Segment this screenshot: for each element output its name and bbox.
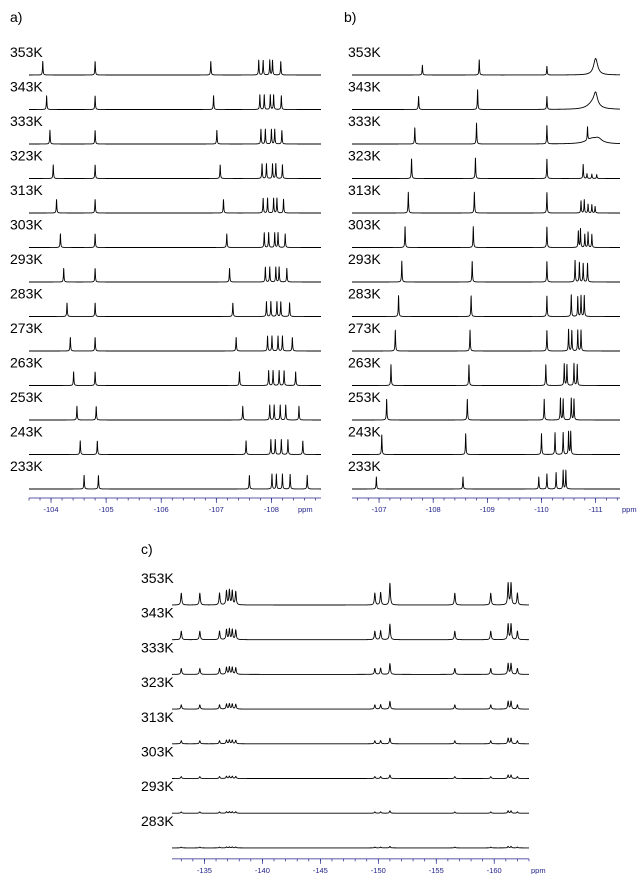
temperature-label: 253K [10,389,43,405]
x-tick-label: -107 [209,505,224,514]
spectrum-trace-293K [351,259,621,283]
temperature-label: 313K [348,182,381,198]
x-axis-unit-label: ppm [298,505,313,514]
temperature-label: 263K [348,355,381,371]
spectrum-trace-273K [28,335,322,352]
spectrum-trace-313K [28,197,322,214]
spectrum-trace-233K [351,469,621,490]
temperature-label: 343K [348,79,381,95]
spectrum-trace-263K [351,362,621,386]
temperature-label: 303K [141,744,174,760]
spectrum-trace-333K [351,122,621,145]
spectrum-trace-293K [28,266,322,283]
temperature-label: 263K [10,355,43,371]
spectrum-trace-333K [28,128,322,145]
temperature-label: 283K [348,286,381,302]
spectra-panel-b: 353K 343K 333K 323K 313K 303K 293K 283K 273K 263K… [348,44,637,514]
panel-a-label: a) [10,9,22,25]
temperature-label: 303K [348,217,381,233]
x-tick-label: -110 [534,505,548,514]
temperature-label: 283K [10,286,43,302]
x-tick-label: -111 [589,505,603,514]
temperature-label: 233K [348,458,381,474]
spectrum-trace-303K [28,231,322,248]
spectra-panel-a: 353K 343K 333K 323K 313K 303K 293K 283K 273K 263K… [10,44,322,514]
temperature-label: 313K [141,709,174,725]
x-tick-label: -145 [313,866,328,874]
spectrum-trace-323K [351,157,621,179]
temperature-label: 293K [141,778,174,794]
temperature-label: 253K [348,389,381,405]
temperature-label: 293K [348,251,381,267]
x-tick-label: -109 [480,505,495,514]
x-tick-label: -107 [372,505,387,514]
temperature-label: 243K [348,424,381,440]
x-tick-label: -155 [429,866,444,874]
spectrum-trace-243K [351,430,621,455]
temperature-label: 353K [348,44,381,60]
spectrum-trace-353K [28,59,322,76]
x-tick-label: -140 [255,866,270,874]
spectrum-trace-353K [171,581,530,606]
spectrum-trace-343K [171,622,530,641]
spectrum-trace-253K [28,404,322,421]
x-tick-label: -105 [99,505,114,514]
x-tick-label: -108 [264,505,279,514]
temperature-label: 243K [10,424,43,440]
temperature-label: 283K [141,813,174,829]
spectrum-trace-323K [28,163,322,179]
spectrum-trace-303K [351,226,621,248]
x-tick-label: -150 [371,866,386,874]
temperature-label: 323K [10,148,43,164]
temperature-label: 303K [10,217,43,233]
temperature-label: 293K [10,251,43,267]
temperature-label: 343K [10,79,43,95]
temperature-label: 343K [141,605,174,621]
spectrum-trace-303K [171,774,530,779]
spectrum-trace-293K [171,810,530,814]
spectrum-trace-243K [28,438,322,455]
spectrum-trace-283K [351,294,621,317]
temperature-label: 353K [10,44,43,60]
x-tick-label: -108 [426,505,441,514]
spectrum-trace-313K [171,737,530,745]
spectra-panel-c: 353K 343K 333K 323K 313K 303K 293K 283K -135 -140… [141,570,546,874]
spectrum-trace-273K [351,328,621,352]
x-tick-label: -135 [197,866,212,874]
x-tick-label: -106 [154,505,169,514]
temperature-label: 323K [141,674,174,690]
temperature-label: 233K [10,458,43,474]
temperature-label: 323K [348,148,381,164]
panel-c-label: c) [141,541,153,557]
spectrum-trace-283K [171,845,530,849]
temperature-label: 313K [10,182,43,198]
temperature-label: 333K [10,113,43,129]
temperature-label: 273K [10,320,43,336]
temperature-label: 273K [348,320,381,336]
spectrum-trace-323K [171,700,530,710]
spectrum-trace-263K [28,369,322,386]
spectrum-trace-313K [351,191,621,214]
spectrum-trace-253K [351,397,621,421]
panel-b-label: b) [344,9,356,25]
spectrum-trace-333K [171,662,530,675]
spectrum-trace-343K [28,94,322,110]
spectrum-trace-343K [351,89,621,110]
x-tick-label: -104 [44,505,59,514]
x-axis-unit-label: ppm [622,505,637,514]
x-axis-unit-label: ppm [531,866,546,874]
spectrum-trace-233K [28,473,322,490]
x-tick-label: -160 [487,866,502,874]
temperature-label: 353K [141,570,174,586]
spectrum-trace-353K [351,58,621,76]
temperature-label: 333K [348,113,381,129]
temperature-label: 333K [141,639,174,655]
spectrum-trace-283K [28,300,322,317]
